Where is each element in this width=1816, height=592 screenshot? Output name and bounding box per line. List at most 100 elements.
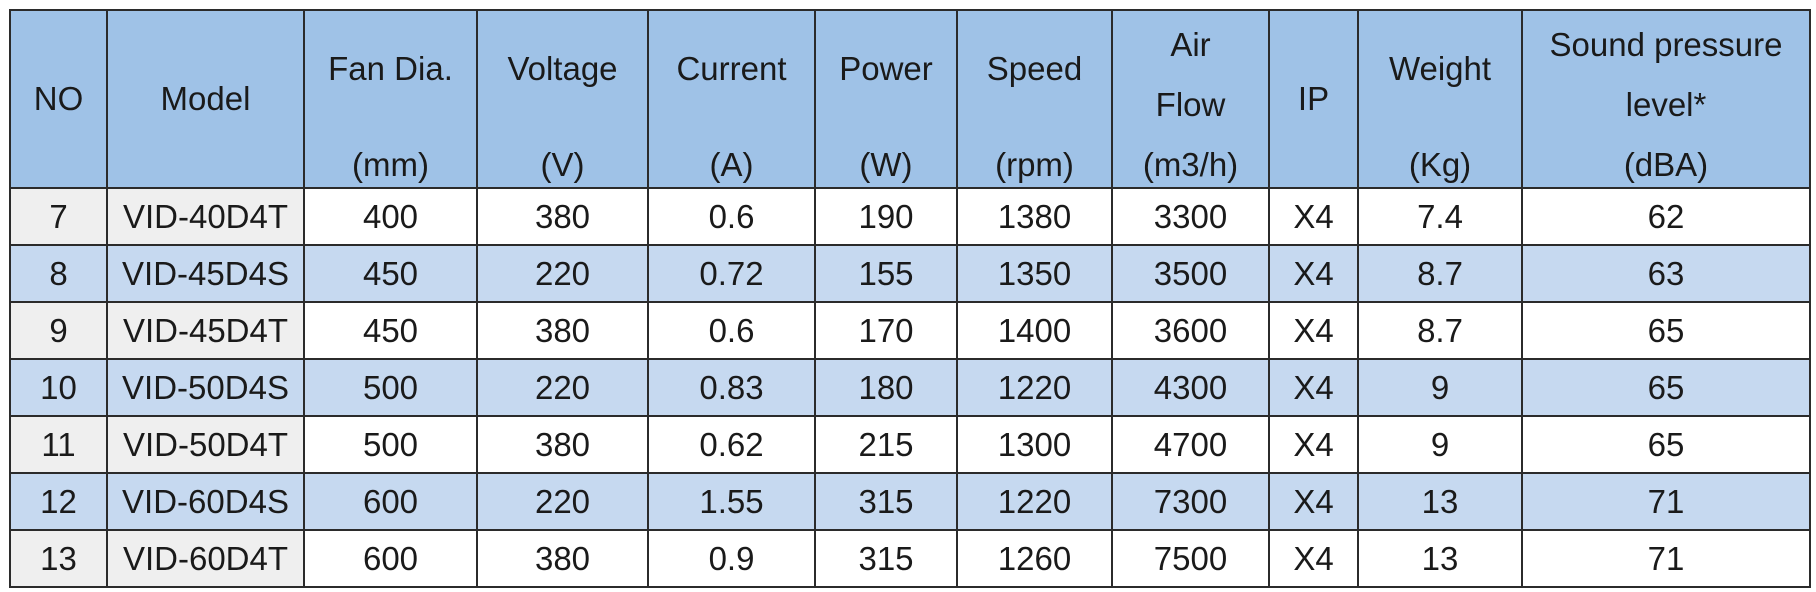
data-cell: VID-45D4S xyxy=(106,244,305,303)
data-cell: 500 xyxy=(303,415,478,474)
data-cell: 9 xyxy=(1357,415,1523,474)
header-text: (V) xyxy=(540,146,585,183)
data-cell: 380 xyxy=(476,301,649,360)
data-cell: 1350 xyxy=(956,244,1113,303)
header-text: IP xyxy=(1297,80,1330,117)
data-cell: 315 xyxy=(814,472,958,531)
header-lines: Sound pressure level* (dBA) xyxy=(1523,11,1809,187)
data-cell: 8.7 xyxy=(1357,301,1523,360)
header-lines: Weight (Kg) xyxy=(1359,11,1521,187)
data-cell: 215 xyxy=(814,415,958,474)
data-cell: 3300 xyxy=(1111,187,1270,246)
header-lines: Power (W) xyxy=(816,11,956,187)
data-cell: 1380 xyxy=(956,187,1113,246)
data-cell: 1220 xyxy=(956,358,1113,417)
data-cell: VID-50D4S xyxy=(106,358,305,417)
data-cell: 13 xyxy=(1357,472,1523,531)
data-cell: 500 xyxy=(303,358,478,417)
header-lines: NO xyxy=(11,11,106,187)
data-cell: 190 xyxy=(814,187,958,246)
data-cell: 8 xyxy=(9,244,108,303)
data-cell: 0.6 xyxy=(647,301,816,360)
header-cell: Fan Dia. (mm) xyxy=(303,9,478,189)
header-lines: Air Flow (m3/h) xyxy=(1113,11,1268,187)
header-lines: Fan Dia. (mm) xyxy=(305,11,476,187)
header-text: Model xyxy=(160,80,251,117)
data-cell: 315 xyxy=(814,529,958,588)
header-cell: Weight (Kg) xyxy=(1357,9,1523,189)
data-cell: 380 xyxy=(476,187,649,246)
header-cell: Speed (rpm) xyxy=(956,9,1113,189)
data-cell: 0.72 xyxy=(647,244,816,303)
header-lines: Speed (rpm) xyxy=(958,11,1111,187)
data-cell: 180 xyxy=(814,358,958,417)
data-cell: X4 xyxy=(1268,358,1359,417)
data-cell: 0.62 xyxy=(647,415,816,474)
header-lines: Model xyxy=(108,11,303,187)
data-cell: 400 xyxy=(303,187,478,246)
data-cell: X4 xyxy=(1268,244,1359,303)
header-cell: Air Flow (m3/h) xyxy=(1111,9,1270,189)
data-cell: 0.9 xyxy=(647,529,816,588)
header-cell: Sound pressure level* (dBA) xyxy=(1521,9,1811,189)
data-cell: 7.4 xyxy=(1357,187,1523,246)
header-text: Fan Dia. xyxy=(328,50,453,87)
data-row: 9 VID-45D4T 450 380 0.6 170 1400 3600 X4 8.7 65 xyxy=(9,301,1811,360)
spec-table-wrap: NO Model Fan Dia. (mm) Voltage (V) Current (A) P… xyxy=(9,9,1811,588)
data-row: 10 VID-50D4S 500 220 0.83 180 1220 4300 X4 9 65 xyxy=(9,358,1811,417)
data-row: 7 VID-40D4T 400 380 0.6 190 1380 3300 X4 7.4 62 xyxy=(9,187,1811,246)
header-text: (m3/h) xyxy=(1142,146,1239,183)
data-cell: 220 xyxy=(476,358,649,417)
header-lines: IP xyxy=(1270,11,1357,187)
data-cell: X4 xyxy=(1268,472,1359,531)
data-cell: VID-40D4T xyxy=(106,187,305,246)
header-text: Weight xyxy=(1388,50,1492,87)
header-text: Flow xyxy=(1155,86,1226,123)
data-cell: 4700 xyxy=(1111,415,1270,474)
data-cell: VID-60D4T xyxy=(106,529,305,588)
data-cell: 3500 xyxy=(1111,244,1270,303)
header-cell: Model xyxy=(106,9,305,189)
header-lines: Current (A) xyxy=(649,11,814,187)
header-lines: Voltage (V) xyxy=(478,11,647,187)
header-cell: IP xyxy=(1268,9,1359,189)
data-cell: 65 xyxy=(1521,301,1811,360)
header-text: Power xyxy=(839,50,933,87)
data-cell: 450 xyxy=(303,301,478,360)
data-cell: 0.6 xyxy=(647,187,816,246)
data-cell: 11 xyxy=(9,415,108,474)
data-cell: 600 xyxy=(303,472,478,531)
data-row: 12 VID-60D4S 600 220 1.55 315 1220 7300 X4 13 71 xyxy=(9,472,1811,531)
header-text: (A) xyxy=(709,146,754,183)
header-cell: Current (A) xyxy=(647,9,816,189)
data-cell: X4 xyxy=(1268,415,1359,474)
header-text: Current xyxy=(676,50,787,87)
data-cell: 13 xyxy=(1357,529,1523,588)
data-cell: 1.55 xyxy=(647,472,816,531)
data-cell: 600 xyxy=(303,529,478,588)
data-cell: 1300 xyxy=(956,415,1113,474)
data-cell: 8.7 xyxy=(1357,244,1523,303)
data-cell: 9 xyxy=(9,301,108,360)
data-cell: VID-45D4T xyxy=(106,301,305,360)
data-cell: 10 xyxy=(9,358,108,417)
data-cell: X4 xyxy=(1268,187,1359,246)
data-cell: 380 xyxy=(476,529,649,588)
header-cell: Power (W) xyxy=(814,9,958,189)
header-row: NO Model Fan Dia. (mm) Voltage (V) Current (A) P… xyxy=(9,9,1811,189)
data-cell: VID-60D4S xyxy=(106,472,305,531)
data-cell: 220 xyxy=(476,472,649,531)
data-cell: 170 xyxy=(814,301,958,360)
header-text: Voltage xyxy=(507,50,618,87)
header-text: NO xyxy=(33,80,84,117)
header-text: Sound pressure xyxy=(1549,26,1783,63)
data-row: 8 VID-45D4S 450 220 0.72 155 1350 3500 X4 8.7 63 xyxy=(9,244,1811,303)
data-cell: 65 xyxy=(1521,415,1811,474)
data-cell: 155 xyxy=(814,244,958,303)
header-text: (dBA) xyxy=(1623,146,1709,183)
data-cell: X4 xyxy=(1268,301,1359,360)
data-cell: 1400 xyxy=(956,301,1113,360)
data-cell: 65 xyxy=(1521,358,1811,417)
header-text: (W) xyxy=(859,146,913,183)
